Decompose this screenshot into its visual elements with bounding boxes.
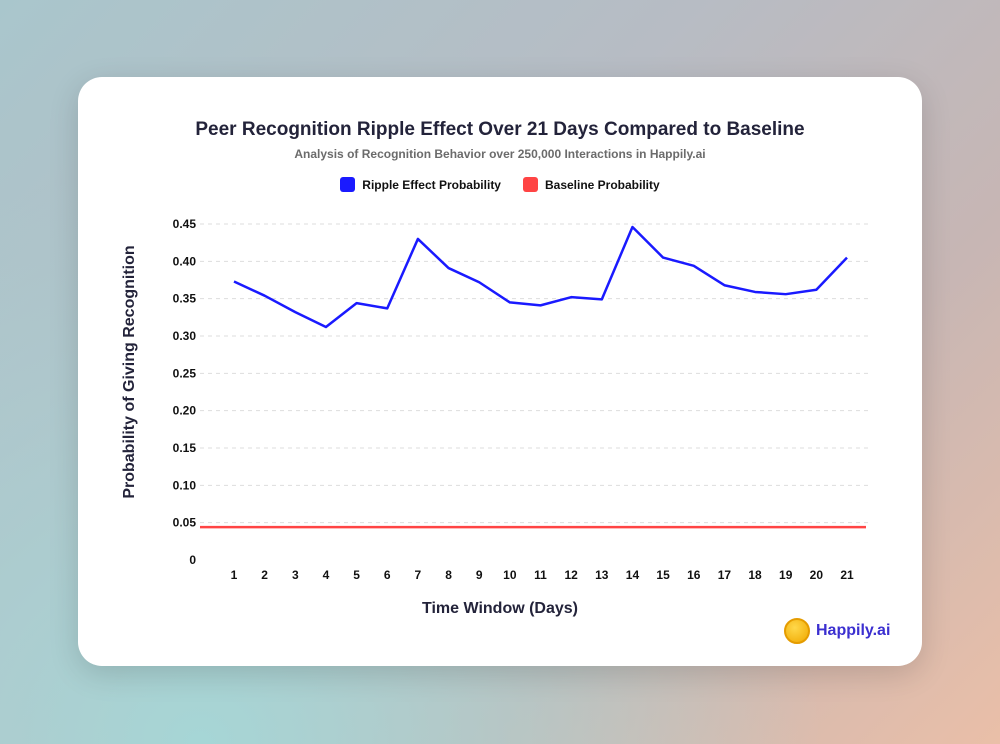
legend-item-ripple[interactable]: Ripple Effect Probability xyxy=(340,177,501,192)
y-tick-label: 0 xyxy=(189,553,196,567)
x-tick-label: 20 xyxy=(810,568,824,582)
ripple-line xyxy=(233,225,848,329)
x-tick-label: 14 xyxy=(626,568,640,582)
legend-swatch-baseline xyxy=(522,177,538,192)
legend-swatch-ripple xyxy=(340,177,356,192)
chart-title: Peer Recognition Ripple Effect Over 21 D… xyxy=(195,119,805,140)
x-tick-label: 8 xyxy=(445,568,452,582)
chart-subtitle: Analysis of Recognition Behavior over 25… xyxy=(294,147,706,161)
brand-name: Happily.ai xyxy=(816,622,891,639)
y-tick-label: 0.20 xyxy=(173,404,197,418)
legend-label-baseline: Baseline Probability xyxy=(544,177,660,192)
x-tick-label: 16 xyxy=(687,568,701,582)
x-tick-label: 4 xyxy=(323,568,330,582)
chart-card: Peer Recognition Ripple Effect Over 21 D… xyxy=(78,77,922,666)
x-tick-label: 6 xyxy=(384,568,391,582)
plot-area: 00.050.100.150.200.250.300.350.400.451 2 3… xyxy=(173,217,868,582)
x-tick-label: 10 xyxy=(503,568,517,582)
x-axis-label: Time Window (Days) xyxy=(421,600,579,617)
brand-logo: Happily.ai xyxy=(784,618,890,644)
x-tick-label: 18 xyxy=(748,568,762,582)
y-tick-label: 0.45 xyxy=(173,217,197,231)
smiley-coin-icon xyxy=(784,618,810,644)
y-tick-label: 0.10 xyxy=(173,478,197,492)
y-tick-label: 0.15 xyxy=(173,441,197,455)
legend-item-baseline[interactable]: Baseline Probability xyxy=(522,177,660,192)
y-tick-label: 0.40 xyxy=(173,254,197,268)
legend-label-ripple: Ripple Effect Probability xyxy=(362,177,501,192)
y-tick-label: 0.30 xyxy=(173,329,197,343)
x-tick-label: 3 xyxy=(292,568,299,582)
y-tick-label: 0.25 xyxy=(173,366,197,380)
x-tick-label: 12 xyxy=(564,568,578,582)
y-tick-label: 0.05 xyxy=(173,516,197,530)
x-tick-label: 5 xyxy=(353,568,360,582)
x-tick-label: 7 xyxy=(415,568,422,582)
x-tick-label: 13 xyxy=(595,568,609,582)
y-tick-label: 0.35 xyxy=(173,292,197,306)
legend: Ripple Effect Probability Baseline Proba… xyxy=(78,177,922,192)
x-tick-label: 2 xyxy=(261,568,268,582)
x-tick-label: 9 xyxy=(476,568,483,582)
x-tick-label: 21 xyxy=(840,568,854,582)
x-tick-label: 17 xyxy=(718,568,732,582)
x-tick-label: 11 xyxy=(534,568,547,582)
x-tick-label: 15 xyxy=(656,568,670,582)
x-tick-label: 1 xyxy=(231,568,238,582)
x-tick-label: 19 xyxy=(779,568,793,582)
